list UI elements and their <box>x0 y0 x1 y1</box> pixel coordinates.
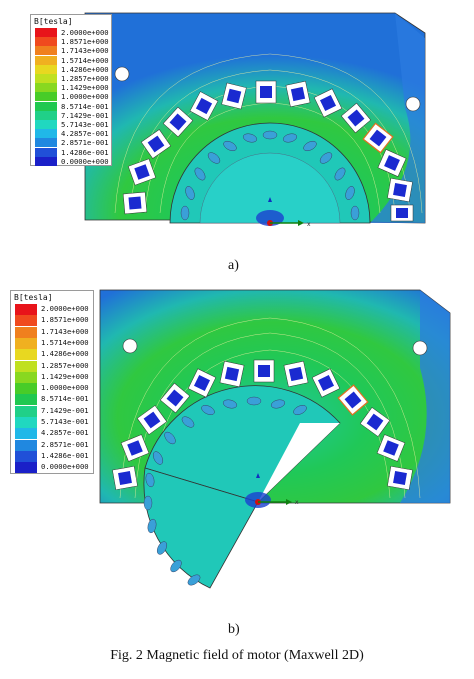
mounting-hole <box>122 338 138 354</box>
rotor-slots <box>180 130 360 221</box>
legend-value: 1.0000e+000 <box>41 383 89 393</box>
legend-swatch <box>35 156 57 166</box>
legend-value: 5.7143e-001 <box>61 120 109 129</box>
legend-swatch <box>15 326 37 338</box>
mounting-hole <box>114 66 130 82</box>
legend-swatch <box>15 304 37 316</box>
legend-swatch <box>15 428 37 440</box>
legend-swatch <box>35 64 57 74</box>
legend-swatch <box>15 450 37 462</box>
legend-swatch <box>35 138 57 148</box>
legend-swatch <box>15 405 37 417</box>
legend-value: 2.8571e-001 <box>41 439 89 449</box>
field-plot-b: x <box>99 289 451 589</box>
legend-swatch <box>15 417 37 429</box>
legend-value: 7.1429e-001 <box>61 110 109 120</box>
stator-coils <box>122 80 414 222</box>
panel-label-b: b) <box>228 622 240 637</box>
coordinate-axis: x <box>245 473 299 508</box>
panel-label-a: a) <box>228 258 239 273</box>
legend-a: B[tesla] 2.0000e+000 1.8571e+000 1.7143e+0… <box>30 14 112 166</box>
legend-value: 1.2857e+000 <box>61 74 109 83</box>
legend-value: 1.5714e+000 <box>61 55 109 65</box>
rotor-slots <box>143 396 307 586</box>
figure-a: x B[tesla] 2.0000e+000 1.8571e+000 1.7143e… <box>30 8 455 243</box>
legend-swatch <box>35 83 57 93</box>
legend-value: 2.0000e+000 <box>61 28 109 37</box>
legend-value: 8.5714e-001 <box>41 394 89 404</box>
legend-title: B[tesla] <box>34 17 73 26</box>
legend-value: 1.4286e+000 <box>61 64 109 74</box>
legend-value: 8.5714e-001 <box>61 101 109 111</box>
legend-value: 4.2857e-001 <box>41 428 89 438</box>
legend-value: 7.1429e-001 <box>41 405 89 415</box>
rotor <box>143 467 259 589</box>
legend-swatch <box>35 92 57 102</box>
legend-swatch <box>15 360 37 372</box>
legend-value: 2.0000e+000 <box>41 304 89 313</box>
mounting-hole <box>405 96 421 112</box>
legend-swatch <box>15 394 37 406</box>
legend-value: 1.7143e+000 <box>61 46 109 56</box>
legend-swatch <box>35 55 57 65</box>
legend-value: 5.7143e-001 <box>41 417 89 426</box>
legend-value: 0.0000e+000 <box>41 462 89 472</box>
svg-text:x: x <box>307 221 311 228</box>
legend-swatch <box>15 337 37 349</box>
legend-value: 1.5714e+000 <box>41 337 89 347</box>
legend-value: 1.8571e+000 <box>61 37 109 47</box>
legend-swatch <box>15 371 37 383</box>
coordinate-axis: x <box>256 197 311 228</box>
legend-swatch <box>35 147 57 157</box>
legend-swatch <box>35 74 57 83</box>
legend-swatch <box>35 120 57 129</box>
legend-title: B[tesla] <box>14 293 53 302</box>
legend-swatch <box>15 315 37 327</box>
legend-swatch <box>35 110 57 120</box>
legend-value: 2.8571e-001 <box>61 138 109 148</box>
figure-caption: Fig. 2 Magnetic field of motor (Maxwell … <box>110 648 364 663</box>
stator-coils <box>112 359 413 491</box>
legend-swatch <box>15 349 37 361</box>
legend-swatch <box>35 46 57 56</box>
legend-value: 1.7143e+000 <box>41 326 89 336</box>
legend-value: 1.8571e+000 <box>41 315 89 325</box>
legend-value: 1.4286e+000 <box>41 349 89 359</box>
legend-value: 1.1429e+000 <box>41 371 89 381</box>
legend-b: B[tesla] 2.0000e+000 1.8571e+000 1.7143e+0… <box>10 290 94 474</box>
field-plot-a: x <box>84 12 426 228</box>
legend-value: 0.0000e+000 <box>61 156 109 166</box>
legend-swatch <box>15 439 37 451</box>
svg-text:x: x <box>295 499 299 506</box>
legend-swatch <box>15 462 37 474</box>
mounting-hole <box>412 340 428 356</box>
figure-b: x B[tesla] 2.0000e+000 1.8571e+000 1.7143e… <box>10 288 460 618</box>
legend-swatch <box>35 129 57 139</box>
legend-swatch <box>15 383 37 395</box>
legend-value: 4.2857e-001 <box>61 129 109 139</box>
legend-value: 1.0000e+000 <box>61 92 109 102</box>
legend-value: 1.2857e+000 <box>41 360 89 370</box>
legend-value: 1.4286e-001 <box>61 147 109 157</box>
legend-swatch <box>35 101 57 111</box>
legend-swatch <box>35 28 57 37</box>
legend-value: 1.1429e+000 <box>61 83 109 93</box>
legend-value: 1.4286e-001 <box>41 450 89 460</box>
legend-swatch <box>35 37 57 47</box>
